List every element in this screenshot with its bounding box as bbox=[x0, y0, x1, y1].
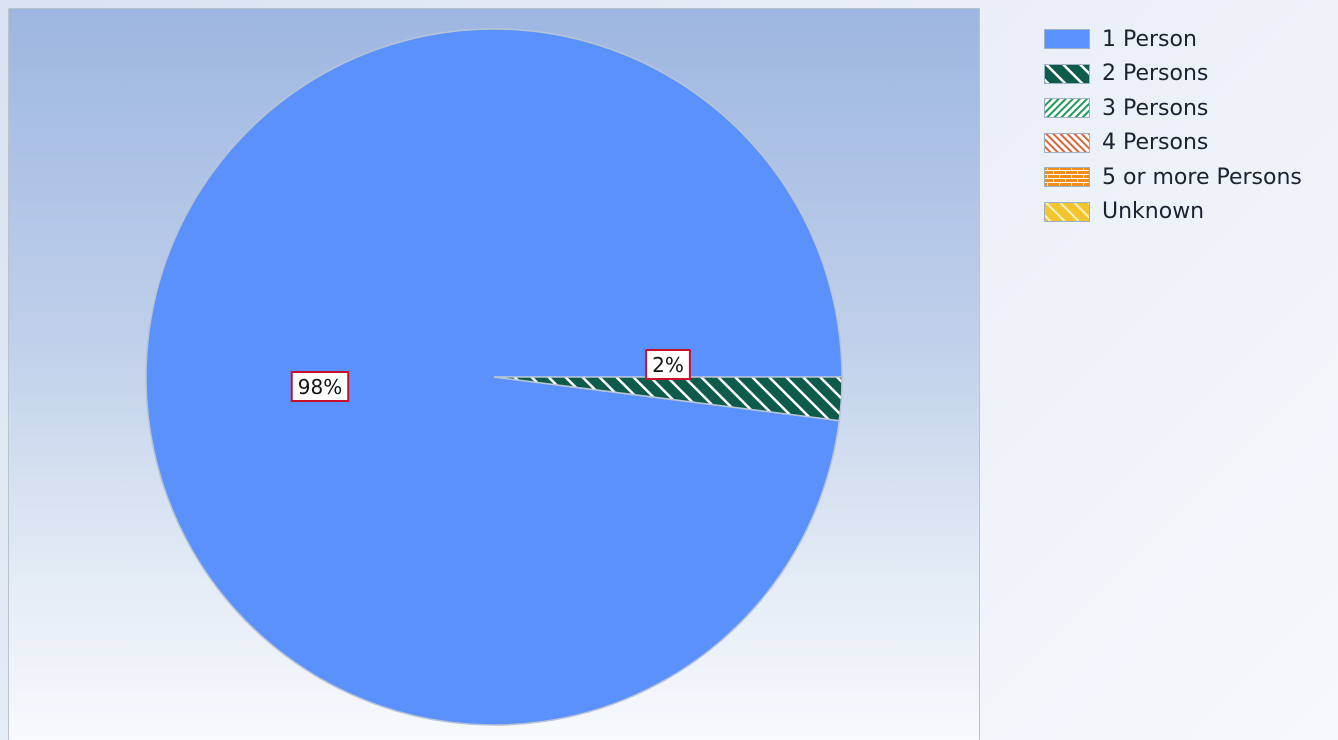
legend-item-1-person: 1 Person bbox=[1044, 22, 1334, 57]
legend-swatch-3-persons bbox=[1044, 98, 1090, 119]
svg-text:98%: 98% bbox=[298, 375, 342, 399]
legend-swatch-2-persons bbox=[1044, 63, 1090, 84]
svg-text:2%: 2% bbox=[652, 353, 684, 377]
data-label-1-person: 98% bbox=[290, 371, 350, 402]
legend-item-5-or-more-persons: 5 or more Persons bbox=[1044, 160, 1334, 195]
legend-item-2-persons: 2 Persons bbox=[1044, 57, 1334, 92]
legend-swatch-1-person bbox=[1044, 29, 1090, 50]
legend-label: 1 Person bbox=[1102, 26, 1197, 52]
pie-slice-2-persons bbox=[493, 376, 843, 422]
legend-label: 2 Persons bbox=[1102, 61, 1209, 87]
legend-label: 5 or more Persons bbox=[1102, 164, 1302, 190]
legend-label: 3 Persons bbox=[1102, 95, 1209, 121]
legend-label: Unknown bbox=[1102, 199, 1205, 225]
legend-item-unknown: Unknown bbox=[1044, 195, 1334, 230]
legend-label: 4 Persons bbox=[1102, 130, 1209, 156]
legend-item-4-persons: 4 Persons bbox=[1044, 126, 1334, 161]
legend-swatch-unknown bbox=[1044, 201, 1090, 222]
legend-swatch-5-or-more-persons bbox=[1044, 167, 1090, 188]
legend-item-3-persons: 3 Persons bbox=[1044, 91, 1334, 126]
data-label-2-persons: 2% bbox=[645, 349, 691, 380]
legend-swatch-4-persons bbox=[1044, 132, 1090, 153]
legend: 1 Person 2 Persons 3 Persons 4 Persons 5 or … bbox=[1044, 22, 1334, 229]
